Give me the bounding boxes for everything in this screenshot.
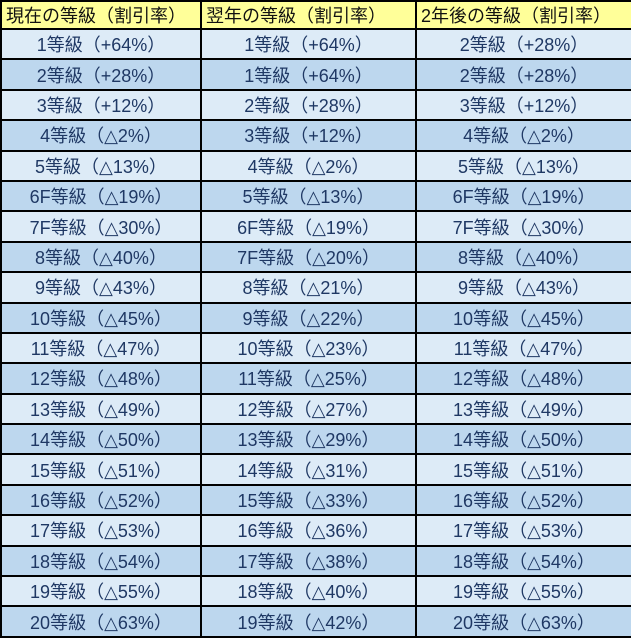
table-cell: 5等級（△13%） [200,179,417,213]
table-cell: 3等級（+12%） [200,119,417,152]
table-cell: 12等級（△48%） [0,362,202,395]
table-cell: 4等級（△2%） [415,119,631,152]
table-cell: 2等級（+28%） [415,58,631,91]
table-cell: 15等級（△33%） [200,483,417,517]
table-cell: 7F等級（△30%） [415,210,631,243]
table-body: 1等級（+64%） 1等級（+64%） 2等級（+28%） 2等級（+28%） 1等級（… [0,27,631,638]
table-cell: 19等級（△42%） [200,605,417,638]
table-cell: 8等級（△40%） [415,240,631,274]
table-row: 18等級（△54%） 17等級（△38%） 18等級（△54%） [0,544,631,578]
table-cell: 7F等級（△20%） [200,240,417,274]
table-cell: 2等級（+28%） [200,88,417,122]
table-cell: 6F等級（△19%） [0,179,202,213]
table-row: 3等級（+12%） 2等級（+28%） 3等級（+12%） [0,88,631,122]
table-cell: 18等級（△54%） [415,544,631,578]
column-header-current-grade: 現在の等級（割引率） [0,0,202,30]
table-cell: 3等級（+12%） [415,88,631,122]
table-row: 2等級（+28%） 1等級（+64%） 2等級（+28%） [0,58,631,91]
table-cell: 6F等級（△19%） [415,179,631,213]
table-cell: 9等級（△22%） [200,301,417,334]
table-cell: 10等級（△45%） [0,301,202,334]
table-row: 15等級（△51%） 14等級（△31%） 15等級（△51%） [0,453,631,486]
table-row: 16等級（△52%） 15等級（△33%） 16等級（△52%） [0,483,631,517]
table-row: 14等級（△50%） 13等級（△29%） 14等級（△50%） [0,423,631,456]
table-cell: 2等級（+28%） [415,27,631,61]
table-cell: 3等級（+12%） [0,88,202,122]
table-cell: 10等級（△45%） [415,301,631,334]
table-cell: 18等級（△54%） [0,544,202,578]
table-cell: 14等級（△50%） [0,423,202,456]
table-cell: 16等級（△36%） [200,514,417,547]
table-row: 4等級（△2%） 3等級（+12%） 4等級（△2%） [0,119,631,152]
table-cell: 13等級（△49%） [0,392,202,426]
table-cell: 4等級（△2%） [0,119,202,152]
column-header-two-years-later-grade: 2年後の等級（割引率） [415,0,631,30]
table-cell: 8等級（△40%） [0,240,202,274]
table-cell: 10等級（△23%） [200,331,417,365]
table-cell: 12等級（△27%） [200,392,417,426]
table-cell: 5等級（△13%） [0,149,202,182]
table-row: 6F等級（△19%） 5等級（△13%） 6F等級（△19%） [0,179,631,213]
table-row: 9等級（△43%） 8等級（△21%） 9等級（△43%） [0,271,631,304]
table-row: 11等級（△47%） 10等級（△23%） 11等級（△47%） [0,331,631,365]
table-cell: 4等級（△2%） [200,149,417,182]
table-cell: 7F等級（△30%） [0,210,202,243]
table-row: 7F等級（△30%） 6F等級（△19%） 7F等級（△30%） [0,210,631,243]
column-header-next-year-grade: 翌年の等級（割引率） [200,0,417,30]
table-cell: 19等級（△55%） [0,575,202,608]
table-cell: 15等級（△51%） [415,453,631,486]
table-row: 19等級（△55%） 18等級（△40%） 19等級（△55%） [0,575,631,608]
table-cell: 8等級（△21%） [200,271,417,304]
table-cell: 18等級（△40%） [200,575,417,608]
table-cell: 1等級（+64%） [200,58,417,91]
table-cell: 19等級（△55%） [415,575,631,608]
table-row: 1等級（+64%） 1等級（+64%） 2等級（+28%） [0,27,631,61]
table-row: 12等級（△48%） 11等級（△25%） 12等級（△48%） [0,362,631,395]
table-cell: 11等級（△47%） [415,331,631,365]
table-cell: 16等級（△52%） [0,483,202,517]
table-cell: 14等級（△50%） [415,423,631,456]
table-cell: 20等級（△63%） [415,605,631,638]
table-row: 20等級（△63%） 19等級（△42%） 20等級（△63%） [0,605,631,638]
table-cell: 1等級（+64%） [0,27,202,61]
header-row: 現在の等級（割引率） 翌年の等級（割引率） 2年後の等級（割引率） [0,0,631,30]
table-cell: 17等級（△38%） [200,544,417,578]
table-cell: 11等級（△47%） [0,331,202,365]
table-cell: 13等級（△49%） [415,392,631,426]
table-cell: 13等級（△29%） [200,423,417,456]
table-cell: 5等級（△13%） [415,149,631,182]
table-cell: 1等級（+64%） [200,27,417,61]
table-cell: 17等級（△53%） [0,514,202,547]
table-row: 8等級（△40%） 7F等級（△20%） 8等級（△40%） [0,240,631,274]
table-cell: 14等級（△31%） [200,453,417,486]
table-cell: 2等級（+28%） [0,58,202,91]
table-cell: 20等級（△63%） [0,605,202,638]
table-cell: 11等級（△25%） [200,362,417,395]
table-cell: 15等級（△51%） [0,453,202,486]
table-cell: 9等級（△43%） [415,271,631,304]
table-cell: 17等級（△53%） [415,514,631,547]
table-row: 17等級（△53%） 16等級（△36%） 17等級（△53%） [0,514,631,547]
table-row: 10等級（△45%） 9等級（△22%） 10等級（△45%） [0,301,631,334]
table-row: 5等級（△13%） 4等級（△2%） 5等級（△13%） [0,149,631,182]
table-cell: 6F等級（△19%） [200,210,417,243]
table-cell: 12等級（△48%） [415,362,631,395]
table-cell: 9等級（△43%） [0,271,202,304]
table-row: 13等級（△49%） 12等級（△27%） 13等級（△49%） [0,392,631,426]
table-cell: 16等級（△52%） [415,483,631,517]
